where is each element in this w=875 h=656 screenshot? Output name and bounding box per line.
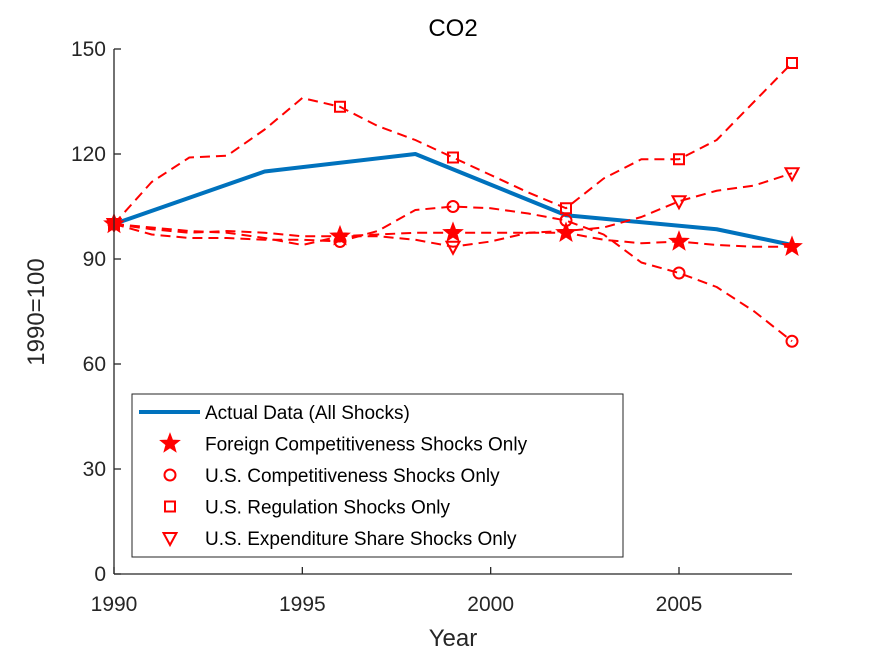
series-line-5 [113,172,793,248]
data-point-square [560,202,572,215]
legend-marker-star [159,432,181,453]
data-point-triangle-down [783,167,801,183]
data-point-circle [785,334,799,348]
series-line-4 [113,62,793,225]
y-tick-label: 120 [71,143,106,166]
y-tick-label: 0 [94,563,106,586]
x-axis-title: Year [429,625,478,652]
data-point-star [668,230,690,251]
y-axis-title: 1990=100 [23,258,50,365]
chart-title: CO2 [428,15,477,42]
x-tick-label: 2000 [467,593,514,616]
legend: Actual Data (All Shocks) Foreign Competit… [131,393,624,558]
data-point-circle [672,266,686,280]
y-tick-label: 150 [71,38,106,61]
series-line-3 [113,205,793,343]
legend-label-2: Foreign Competitiveness Shocks Only [205,435,528,456]
data-point-square [786,57,798,69]
data-point-square [447,151,459,164]
legend-marker-circle [163,468,177,482]
y-tick-label: 60 [83,353,106,376]
series-line-1 [113,152,793,247]
legend-label-5: U.S. Expenditure Share Shocks Only [205,529,517,550]
x-tick-label: 2005 [656,593,703,616]
legend-label-4: U.S. Regulation Shocks Only [205,498,451,519]
legend-label-3: U.S. Competitiveness Shocks Only [205,466,500,487]
data-point-square [673,153,685,166]
x-axis: 1990 1995 2000 2005 [91,567,792,616]
legend-marker-triangle-down [161,532,179,548]
data-point-circle [446,200,460,213]
data-point-star [442,221,464,242]
data-point-circle [559,214,573,227]
data-point-star [555,221,577,242]
y-tick-label: 90 [83,248,106,271]
data-point-circle [333,235,347,248]
y-tick-label: 30 [83,458,106,481]
data-point-square [334,100,346,113]
y-axis: 0 30 60 90 120 150 [71,38,121,586]
legend-marker-square [164,500,176,513]
data-point-star [781,235,803,256]
data-point-triangle-down [444,240,462,256]
data-point-triangle-down [670,195,688,211]
x-tick-label: 1995 [279,593,326,616]
legend-label-1: Actual Data (All Shocks) [205,403,410,424]
x-tick-label: 1990 [91,593,138,616]
legend-box [131,393,624,558]
